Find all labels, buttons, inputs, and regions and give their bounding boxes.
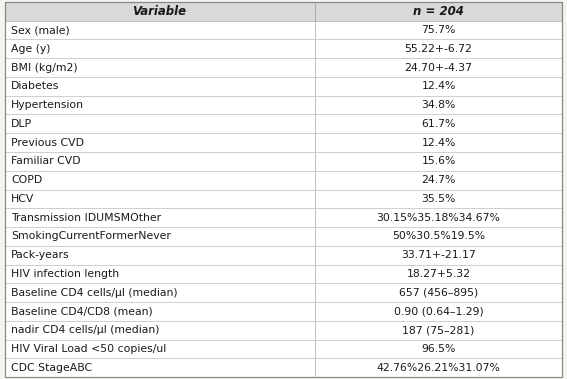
Bar xyxy=(5,77,315,96)
Text: Diabetes: Diabetes xyxy=(11,81,60,91)
Bar xyxy=(5,21,315,39)
Bar xyxy=(5,2,315,21)
Text: Pack-years: Pack-years xyxy=(11,250,70,260)
Bar xyxy=(5,265,315,283)
Text: Transmission IDUMSMOther: Transmission IDUMSMOther xyxy=(11,213,162,222)
Text: 35.5%: 35.5% xyxy=(421,194,456,204)
Text: HIV Viral Load <50 copies/ul: HIV Viral Load <50 copies/ul xyxy=(11,344,167,354)
Text: Baseline CD4 cells/µl (median): Baseline CD4 cells/µl (median) xyxy=(11,288,178,298)
Bar xyxy=(315,283,562,302)
Text: Previous CVD: Previous CVD xyxy=(11,138,84,147)
Bar xyxy=(5,152,315,171)
Bar xyxy=(5,39,315,58)
Text: 96.5%: 96.5% xyxy=(421,344,456,354)
Bar xyxy=(315,152,562,171)
Text: CDC StageABC: CDC StageABC xyxy=(11,363,92,373)
Text: 61.7%: 61.7% xyxy=(421,119,456,129)
Text: 50%30.5%19.5%: 50%30.5%19.5% xyxy=(392,232,485,241)
Bar xyxy=(5,283,315,302)
Text: 0.90 (0.64–1.29): 0.90 (0.64–1.29) xyxy=(393,307,484,316)
Bar xyxy=(5,58,315,77)
Bar xyxy=(5,302,315,321)
Bar xyxy=(5,133,315,152)
Text: 12.4%: 12.4% xyxy=(421,138,456,147)
Bar xyxy=(315,171,562,190)
Text: nadir CD4 cells/µl (median): nadir CD4 cells/µl (median) xyxy=(11,325,160,335)
Bar xyxy=(315,133,562,152)
Bar xyxy=(315,190,562,208)
Text: 33.71+-21.17: 33.71+-21.17 xyxy=(401,250,476,260)
Text: 42.76%26.21%31.07%: 42.76%26.21%31.07% xyxy=(376,363,501,373)
Bar xyxy=(315,2,562,21)
Text: 12.4%: 12.4% xyxy=(421,81,456,91)
Bar xyxy=(5,321,315,340)
Bar xyxy=(5,96,315,114)
Bar xyxy=(315,265,562,283)
Text: DLP: DLP xyxy=(11,119,32,129)
Text: 24.70+-4.37: 24.70+-4.37 xyxy=(405,63,472,72)
Bar xyxy=(315,340,562,359)
Bar xyxy=(5,227,315,246)
Bar xyxy=(315,302,562,321)
Bar xyxy=(5,246,315,265)
Bar xyxy=(315,96,562,114)
Bar xyxy=(5,208,315,227)
Text: 18.27+5.32: 18.27+5.32 xyxy=(407,269,471,279)
Text: 55.22+-6.72: 55.22+-6.72 xyxy=(405,44,472,54)
Text: BMI (kg/m2): BMI (kg/m2) xyxy=(11,63,78,72)
Text: Age (y): Age (y) xyxy=(11,44,51,54)
Bar xyxy=(315,114,562,133)
Bar xyxy=(5,359,315,377)
Bar xyxy=(315,321,562,340)
Bar xyxy=(315,58,562,77)
Bar xyxy=(5,114,315,133)
Text: Hypertension: Hypertension xyxy=(11,100,84,110)
Bar xyxy=(315,77,562,96)
Text: Baseline CD4/CD8 (mean): Baseline CD4/CD8 (mean) xyxy=(11,307,153,316)
Text: Sex (male): Sex (male) xyxy=(11,25,70,35)
Text: COPD: COPD xyxy=(11,175,43,185)
Text: HIV infection length: HIV infection length xyxy=(11,269,120,279)
Text: 34.8%: 34.8% xyxy=(421,100,456,110)
Text: SmokingCurrentFormerNever: SmokingCurrentFormerNever xyxy=(11,232,171,241)
Bar xyxy=(315,39,562,58)
Bar xyxy=(5,171,315,190)
Bar xyxy=(5,340,315,359)
Text: 657 (456–895): 657 (456–895) xyxy=(399,288,478,298)
Bar xyxy=(315,208,562,227)
Text: 15.6%: 15.6% xyxy=(421,157,456,166)
Text: 75.7%: 75.7% xyxy=(421,25,456,35)
Text: HCV: HCV xyxy=(11,194,35,204)
Bar xyxy=(315,246,562,265)
Text: 187 (75–281): 187 (75–281) xyxy=(403,325,475,335)
Text: 30.15%35.18%34.67%: 30.15%35.18%34.67% xyxy=(376,213,501,222)
Bar xyxy=(315,21,562,39)
Text: n = 204: n = 204 xyxy=(413,5,464,18)
Bar xyxy=(315,359,562,377)
Text: 24.7%: 24.7% xyxy=(421,175,456,185)
Bar xyxy=(315,227,562,246)
Text: Variable: Variable xyxy=(133,5,187,18)
Bar xyxy=(5,190,315,208)
Text: Familiar CVD: Familiar CVD xyxy=(11,157,81,166)
